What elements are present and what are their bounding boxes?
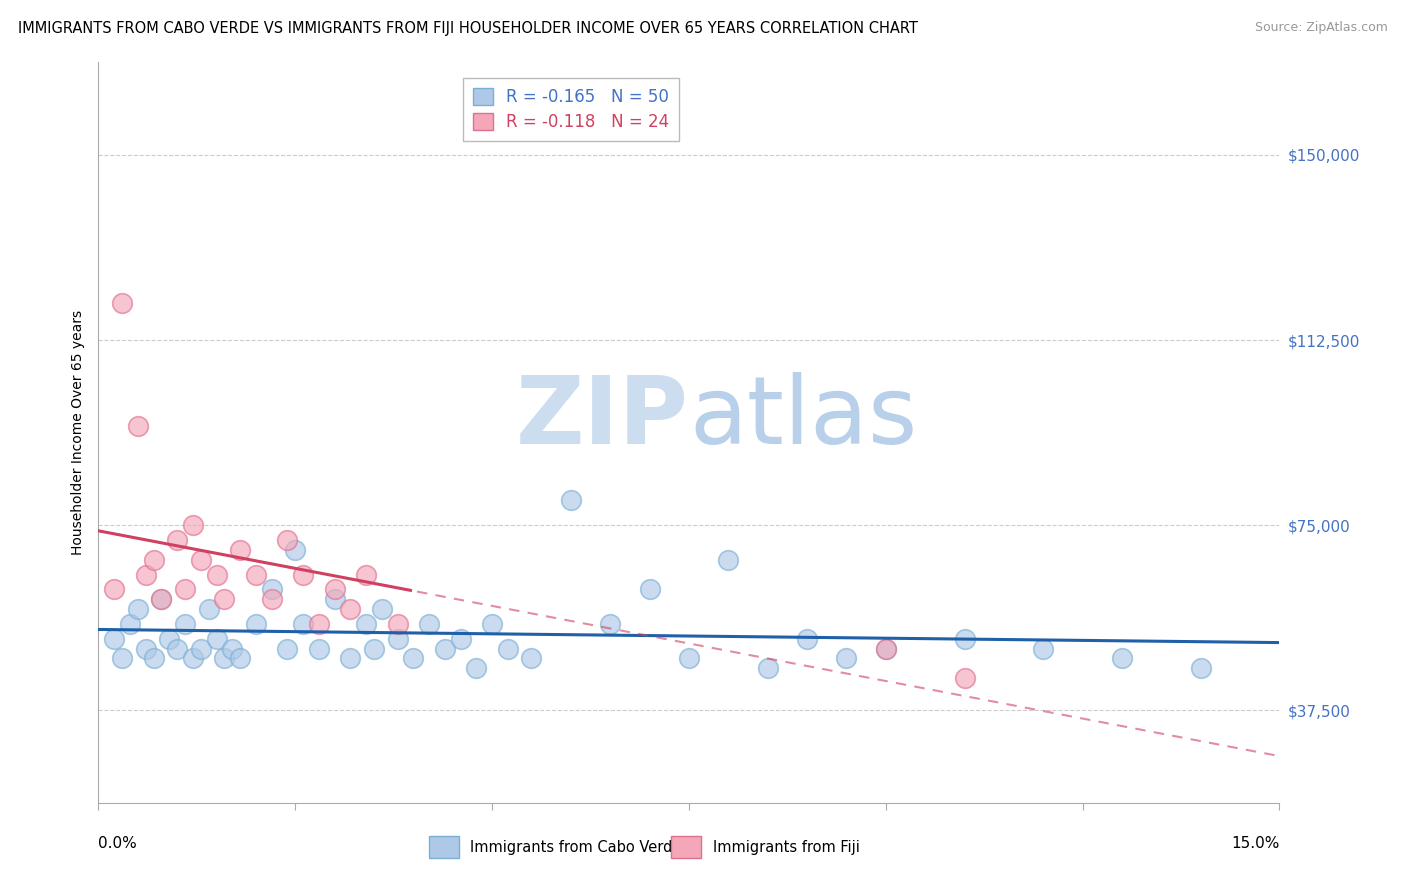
Point xyxy=(953,632,976,646)
Point xyxy=(157,632,180,646)
Point xyxy=(245,616,267,631)
Point xyxy=(135,641,157,656)
Point xyxy=(292,567,315,582)
Point xyxy=(190,641,212,656)
Point xyxy=(142,651,165,665)
Point xyxy=(638,582,661,597)
Point xyxy=(118,616,141,631)
Point xyxy=(214,592,236,607)
Point xyxy=(339,602,361,616)
FancyBboxPatch shape xyxy=(671,836,700,858)
Point xyxy=(127,419,149,434)
Point xyxy=(214,651,236,665)
Point xyxy=(111,296,134,310)
Point xyxy=(796,632,818,646)
Point xyxy=(387,632,409,646)
Point xyxy=(181,651,204,665)
Point xyxy=(354,567,377,582)
Point xyxy=(354,616,377,631)
Point xyxy=(292,616,315,631)
Point xyxy=(308,616,330,631)
FancyBboxPatch shape xyxy=(429,836,458,858)
Point xyxy=(433,641,456,656)
Point xyxy=(402,651,425,665)
Point xyxy=(174,616,197,631)
Point xyxy=(103,582,125,597)
Point xyxy=(875,641,897,656)
Text: ZIP: ZIP xyxy=(516,372,689,464)
Point xyxy=(229,542,252,557)
Point xyxy=(953,671,976,685)
Point xyxy=(150,592,173,607)
Point xyxy=(190,552,212,566)
Text: IMMIGRANTS FROM CABO VERDE VS IMMIGRANTS FROM FIJI HOUSEHOLDER INCOME OVER 65 YE: IMMIGRANTS FROM CABO VERDE VS IMMIGRANTS… xyxy=(18,21,918,36)
Point xyxy=(150,592,173,607)
Y-axis label: Householder Income Over 65 years: Householder Income Over 65 years xyxy=(70,310,84,555)
Legend: R = -0.165   N = 50, R = -0.118   N = 24: R = -0.165 N = 50, R = -0.118 N = 24 xyxy=(463,78,679,141)
Text: Immigrants from Fiji: Immigrants from Fiji xyxy=(713,839,859,855)
Text: 15.0%: 15.0% xyxy=(1232,836,1279,851)
Point xyxy=(481,616,503,631)
Point xyxy=(135,567,157,582)
Point xyxy=(229,651,252,665)
Point xyxy=(197,602,219,616)
Point xyxy=(284,542,307,557)
Point xyxy=(363,641,385,656)
Point xyxy=(276,533,298,547)
Point xyxy=(181,518,204,533)
Point xyxy=(142,552,165,566)
Point xyxy=(450,632,472,646)
Point xyxy=(678,651,700,665)
Point xyxy=(418,616,440,631)
Point xyxy=(599,616,621,631)
Point xyxy=(127,602,149,616)
Point xyxy=(371,602,394,616)
Point xyxy=(1189,661,1212,675)
Point xyxy=(174,582,197,597)
Point xyxy=(1032,641,1054,656)
Text: 0.0%: 0.0% xyxy=(98,836,138,851)
Point xyxy=(339,651,361,665)
Point xyxy=(111,651,134,665)
Point xyxy=(103,632,125,646)
Point xyxy=(756,661,779,675)
Point xyxy=(496,641,519,656)
Point xyxy=(166,641,188,656)
Point xyxy=(166,533,188,547)
Point xyxy=(205,632,228,646)
Point xyxy=(717,552,740,566)
Point xyxy=(276,641,298,656)
Point xyxy=(260,582,283,597)
Point xyxy=(1111,651,1133,665)
Point xyxy=(205,567,228,582)
Point xyxy=(465,661,488,675)
Point xyxy=(560,493,582,508)
Text: atlas: atlas xyxy=(689,372,917,464)
Point xyxy=(387,616,409,631)
Point xyxy=(835,651,858,665)
Point xyxy=(875,641,897,656)
Point xyxy=(323,582,346,597)
Point xyxy=(520,651,543,665)
Text: Source: ZipAtlas.com: Source: ZipAtlas.com xyxy=(1254,21,1388,34)
Point xyxy=(308,641,330,656)
Text: Immigrants from Cabo Verde: Immigrants from Cabo Verde xyxy=(471,839,682,855)
Point xyxy=(260,592,283,607)
Point xyxy=(221,641,243,656)
Point xyxy=(323,592,346,607)
Point xyxy=(245,567,267,582)
